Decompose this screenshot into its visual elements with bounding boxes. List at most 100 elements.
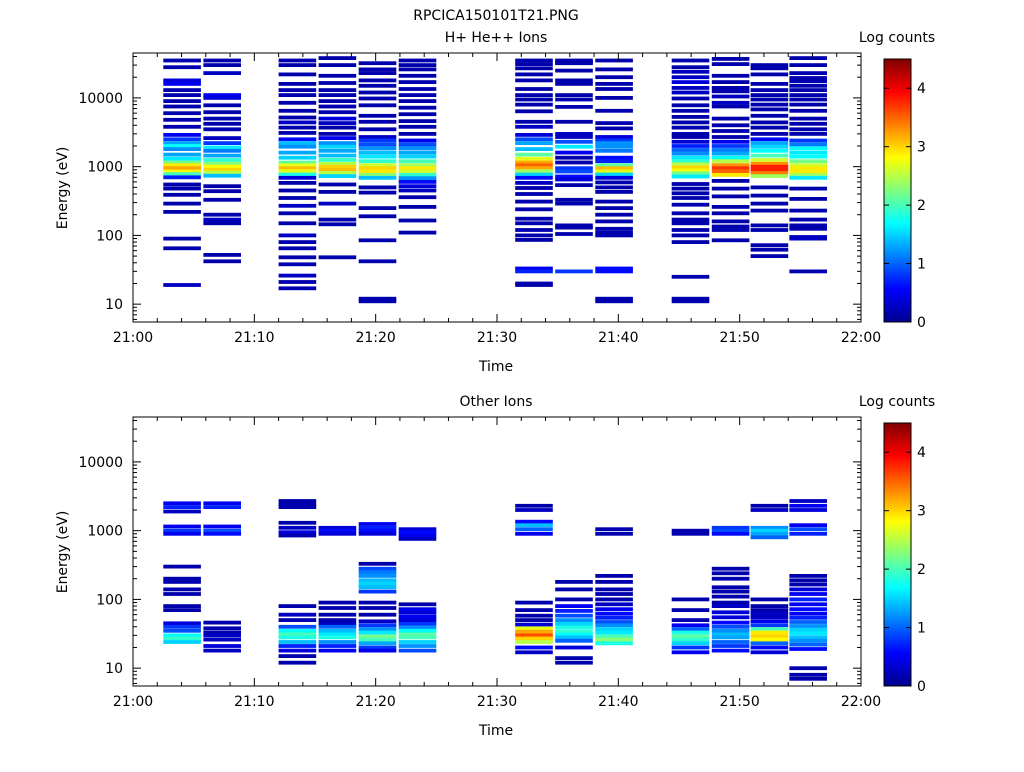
spectrogram-cell bbox=[278, 131, 317, 135]
spectrogram-cell bbox=[163, 636, 201, 641]
spectrogram-cell bbox=[789, 531, 827, 536]
spectrogram-cell bbox=[163, 283, 201, 287]
spectrogram-cell bbox=[515, 152, 553, 157]
spectrogram-cell bbox=[711, 169, 750, 174]
spectrogram-cell bbox=[515, 109, 553, 114]
spectrogram-cell bbox=[358, 214, 397, 219]
spectrogram-cell bbox=[555, 635, 593, 640]
spectrogram-cell bbox=[555, 580, 593, 584]
spectrogram-cell bbox=[398, 63, 437, 67]
spectrogram-cell bbox=[398, 146, 437, 151]
spectrogram-cell bbox=[711, 589, 750, 594]
spectrogram-cell bbox=[398, 635, 437, 640]
spectrogram-cell bbox=[515, 269, 553, 274]
spectrogram-cell bbox=[318, 182, 357, 187]
spectrogram-cell bbox=[358, 627, 397, 631]
spectrogram-cell bbox=[789, 582, 827, 587]
spectrogram-cell bbox=[555, 609, 593, 613]
spectrogram-cell bbox=[595, 269, 633, 274]
spectrogram-cell bbox=[711, 525, 750, 530]
spectrogram-cell bbox=[750, 113, 789, 118]
spectrogram-cell bbox=[671, 650, 710, 655]
spectrogram-cell bbox=[671, 86, 710, 90]
spectrogram-cell bbox=[671, 155, 710, 160]
spectrogram-cell bbox=[278, 221, 317, 226]
spectrogram-cell bbox=[515, 93, 553, 97]
spectrogram-cell bbox=[203, 58, 241, 63]
spectrogram-cell bbox=[398, 618, 437, 622]
spectrogram-cell bbox=[163, 192, 201, 197]
spectrogram-cell bbox=[358, 630, 397, 635]
spectrogram-cell bbox=[515, 156, 553, 161]
spectrogram-cell bbox=[163, 576, 201, 581]
spectrogram-cell bbox=[595, 82, 633, 86]
spectrogram-cell bbox=[203, 531, 241, 536]
spectrogram-cell bbox=[203, 158, 241, 162]
spectrogram-cell bbox=[318, 635, 357, 640]
colorbar-gradient bbox=[883, 422, 912, 687]
spectrogram-cell bbox=[711, 86, 750, 90]
spectrogram-cell bbox=[789, 102, 827, 107]
spectrogram-cell bbox=[358, 619, 397, 624]
colorbar-gradient bbox=[883, 58, 912, 323]
spectrogram-cell bbox=[671, 645, 710, 650]
spectrogram-cell bbox=[595, 169, 633, 174]
spectrogram-cell bbox=[398, 154, 437, 159]
spectrogram-cell bbox=[278, 181, 317, 185]
spectrogram-cell bbox=[595, 212, 633, 217]
spectrogram-cell bbox=[671, 630, 710, 635]
spectrogram-cell bbox=[203, 71, 241, 75]
spectrogram-cell bbox=[555, 625, 593, 630]
spectrogram-cell bbox=[203, 524, 241, 529]
spectrogram-cell bbox=[318, 174, 357, 178]
spectrogram-cell bbox=[398, 622, 437, 626]
spectrogram-cell bbox=[789, 607, 827, 612]
spectrogram-cell bbox=[358, 173, 397, 177]
spectrogram-cell bbox=[515, 650, 553, 655]
spectrogram-cell bbox=[358, 67, 397, 72]
spectrogram-cell bbox=[750, 611, 789, 616]
spectrogram-cell bbox=[750, 228, 789, 232]
spectrogram-cell bbox=[515, 608, 553, 612]
spectrogram-cell bbox=[318, 141, 357, 145]
spectrogram-cell bbox=[278, 286, 317, 291]
x-tick-label: 21:50 bbox=[719, 330, 759, 346]
spectrogram-cell bbox=[203, 253, 241, 257]
spectrogram-cell bbox=[163, 78, 201, 83]
spectrogram-cell bbox=[358, 645, 397, 650]
spectrogram-cell bbox=[711, 166, 750, 171]
spectrogram-cell bbox=[711, 576, 750, 581]
spectrogram-cell bbox=[789, 578, 827, 583]
spectrogram-cell bbox=[671, 211, 710, 216]
spectrogram-cell bbox=[515, 633, 553, 638]
spectrogram-cell bbox=[398, 112, 437, 117]
spectrogram-cell bbox=[203, 93, 241, 97]
spectrogram-cell bbox=[671, 96, 710, 101]
y-tick-label: 1000 bbox=[87, 160, 123, 176]
spectrogram-cell bbox=[711, 173, 750, 177]
spectrogram-cell bbox=[711, 644, 750, 648]
spectrogram-cell bbox=[163, 182, 201, 187]
spectrogram-cell bbox=[595, 641, 633, 646]
spectrogram-cell bbox=[711, 100, 750, 105]
x-tick-label: 21:10 bbox=[234, 694, 274, 710]
spectrogram-cell bbox=[711, 610, 750, 615]
spectrogram-cell bbox=[595, 199, 633, 204]
spectrogram-cell bbox=[750, 243, 789, 248]
spectrogram-cell bbox=[163, 509, 201, 514]
spectrogram-cell bbox=[163, 65, 201, 70]
spectrogram-cell bbox=[398, 138, 437, 143]
spectrogram-cell bbox=[515, 166, 553, 171]
spectrogram-cell bbox=[595, 587, 633, 592]
spectrogram-cell bbox=[671, 240, 710, 244]
spectrogram-cell bbox=[278, 262, 317, 267]
spectrogram-cell bbox=[203, 184, 241, 189]
spectrogram-cell bbox=[595, 574, 633, 578]
spectrogram-cell bbox=[358, 637, 397, 642]
spectrogram-cell bbox=[163, 210, 201, 214]
spectrogram-cell bbox=[358, 296, 397, 301]
spectrogram-cell bbox=[789, 142, 827, 147]
spectrogram-cell bbox=[318, 125, 357, 130]
spectrogram-cell bbox=[203, 217, 241, 222]
spectrogram-cell bbox=[398, 159, 437, 164]
